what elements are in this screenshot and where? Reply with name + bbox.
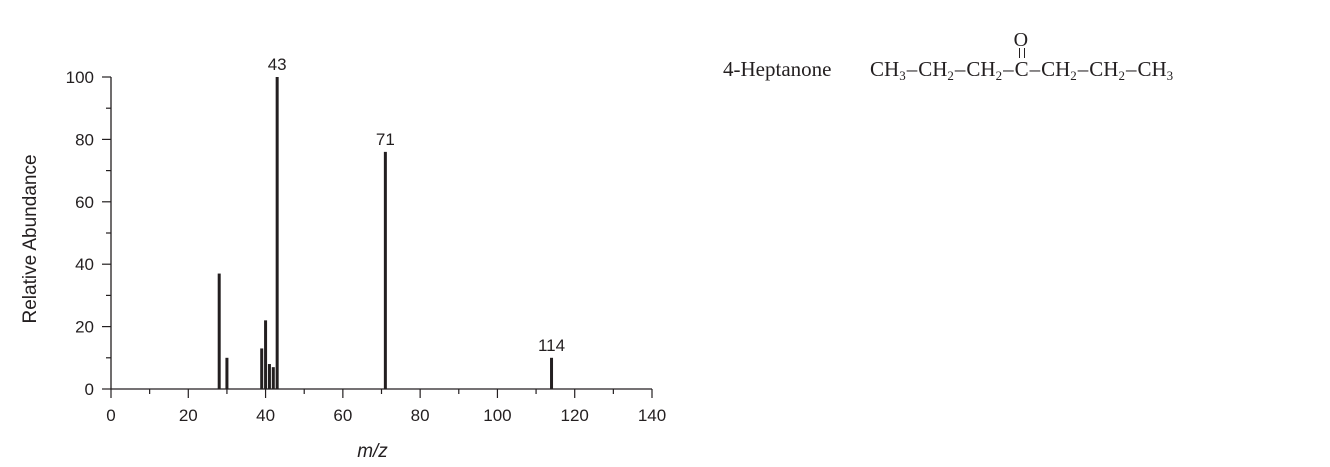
mass-spectrum-chart: 0 20 40 60 80 100 120 140 0 20 40 60 80 100 43 71 114 m/… [20, 55, 667, 462]
carbon-group: CH2 [966, 57, 1003, 83]
plot-area: 0 20 40 60 80 100 120 140 0 20 40 60 80 100 43 71 114 [66, 55, 667, 425]
peak-label: 43 [268, 55, 287, 74]
x-tick-label: 100 [483, 406, 511, 425]
carbon-group: CH2 [1089, 57, 1125, 83]
x-tick-label: 60 [333, 406, 352, 425]
spectrum-peak-bar [264, 320, 268, 389]
carbon-group: CH3 [870, 57, 906, 83]
double-bond [1018, 48, 1025, 58]
spectrum-peak-bar [275, 77, 279, 389]
x-tick-label: 80 [411, 406, 430, 425]
carbon-group: CH2 [918, 57, 954, 83]
y-tick-label: 40 [75, 255, 94, 274]
spectrum-peak-bar [383, 151, 387, 389]
spectrum-peak-bar [260, 348, 264, 389]
y-axis-title: Relative Abundance [20, 154, 41, 323]
spectrum-peak-bar [225, 357, 229, 389]
peak-label: 114 [538, 336, 565, 355]
peak-label: 71 [376, 130, 395, 149]
y-tick-label: 60 [75, 193, 94, 212]
y-tick-label: 0 [85, 380, 94, 399]
x-axis-title: m/z [357, 441, 388, 462]
x-tick-label: 140 [638, 406, 666, 425]
bond-dash: – [1077, 57, 1089, 81]
spectrum-peak-bar [217, 273, 221, 389]
bond-dash: – [954, 57, 966, 81]
spectrum-peak-bar [271, 367, 275, 389]
carbon-group: CH3 [1137, 57, 1174, 83]
spectrum-peak-bar [550, 357, 554, 389]
bond-dash: – [1003, 57, 1014, 81]
compound-name: 4-Heptanone [723, 57, 832, 81]
x-tick-label: 120 [561, 406, 589, 425]
structural-formula: CH3–CH2–CH2–C O –CH2–CH2–CH3 [870, 29, 1174, 83]
y-tick-label: 80 [75, 130, 94, 149]
bond-dash: – [906, 57, 918, 81]
x-tick-label: 40 [256, 406, 275, 425]
carbonyl-oxygen: O [1013, 29, 1029, 51]
spectrum-peak-bar [267, 364, 271, 389]
carbon-group: CH2 [1041, 57, 1077, 83]
y-tick-label: 100 [66, 68, 94, 87]
x-tick-label: 20 [179, 406, 198, 425]
y-tick-label: 20 [75, 318, 94, 337]
bond-dash: – [1029, 57, 1041, 81]
bond-dash: – [1125, 57, 1137, 81]
x-tick-label: 0 [106, 406, 115, 425]
